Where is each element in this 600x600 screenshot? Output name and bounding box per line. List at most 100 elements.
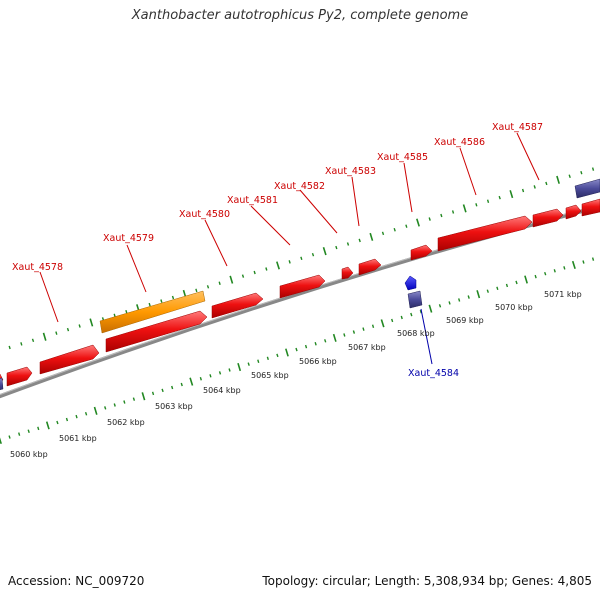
label-leader-line xyxy=(351,176,360,227)
major-tick-mark xyxy=(322,247,327,256)
minor-tick-mark xyxy=(247,362,250,366)
accession-text: Accession: NC_009720 xyxy=(8,574,145,588)
forward-gene-arrow[interactable] xyxy=(581,198,600,217)
major-tick-mark xyxy=(416,218,420,227)
minor-tick-mark xyxy=(311,252,315,257)
forward-gene-arrow[interactable] xyxy=(6,366,33,387)
major-tick-mark xyxy=(89,318,94,327)
major-tick-mark xyxy=(276,261,280,270)
rna-gene-block[interactable] xyxy=(99,290,206,334)
major-tick-mark xyxy=(556,175,560,184)
minor-tick-mark xyxy=(209,374,212,378)
major-tick-mark xyxy=(462,204,467,213)
minor-tick-mark xyxy=(84,411,88,416)
scale-label: 5060 kbp xyxy=(10,450,48,459)
forward-gene-arrow[interactable] xyxy=(279,274,326,299)
minor-tick-mark xyxy=(335,245,338,250)
minor-tick-mark xyxy=(195,288,198,293)
minor-tick-mark xyxy=(591,257,595,261)
gene-label-xaut-4586[interactable]: Xaut_4586 xyxy=(434,137,485,148)
minor-tick-mark xyxy=(125,310,128,314)
minor-tick-mark xyxy=(160,299,163,303)
label-leader-line xyxy=(516,132,540,181)
minor-tick-mark xyxy=(544,271,547,276)
minor-tick-mark xyxy=(486,199,490,203)
minor-tick-mark xyxy=(20,342,23,346)
forward-gene-arrow[interactable] xyxy=(437,215,533,252)
highlighted-gene-arrow[interactable] xyxy=(404,275,417,291)
forward-gene-arrow[interactable] xyxy=(39,344,100,375)
scale-tick-track xyxy=(0,257,595,445)
scale-label: 5070 kbp xyxy=(495,303,533,312)
major-tick-mark xyxy=(571,260,576,270)
forward-gene-arrow[interactable] xyxy=(358,258,382,276)
forward-gene-arrow[interactable] xyxy=(410,244,433,261)
minor-tick-mark xyxy=(458,298,461,302)
scale-label: 5071 kbp xyxy=(544,290,582,299)
label-leader-line xyxy=(459,147,477,196)
gene-label-xaut-4585[interactable]: Xaut_4585 xyxy=(377,152,428,163)
scale-label: 5069 kbp xyxy=(446,316,484,325)
forward-gene-arrow[interactable] xyxy=(211,292,264,319)
major-tick-mark xyxy=(476,290,481,299)
scale-label: 5066 kbp xyxy=(299,357,337,366)
forward-gene-arrow[interactable] xyxy=(565,204,582,220)
minor-tick-mark xyxy=(276,353,279,358)
minor-tick-mark xyxy=(288,260,291,264)
gene-label-xaut-4581[interactable]: Xaut_4581 xyxy=(227,195,278,206)
minor-tick-mark xyxy=(171,385,174,390)
minor-tick-mark xyxy=(419,309,422,314)
gene-label-xaut-4580[interactable]: Xaut_4580 xyxy=(179,209,230,220)
reverse-gene-block[interactable] xyxy=(407,290,423,309)
minor-tick-mark xyxy=(161,388,164,393)
gene-label-xaut-4579[interactable]: Xaut_4579 xyxy=(103,233,154,244)
minor-tick-mark xyxy=(467,295,470,299)
gene-label-xaut-4582[interactable]: Xaut_4582 xyxy=(274,181,325,192)
minor-tick-mark xyxy=(400,315,403,320)
genome-title: Xanthobacter autotrophicus Py2, complete… xyxy=(131,8,469,23)
minor-tick-mark xyxy=(448,301,451,305)
minor-tick-mark xyxy=(475,203,478,207)
minor-tick-mark xyxy=(371,324,375,328)
minor-tick-mark xyxy=(358,238,361,243)
reverse-gene-block[interactable] xyxy=(574,178,600,199)
major-tick-mark xyxy=(189,377,194,386)
minor-tick-mark xyxy=(113,313,116,318)
minor-tick-mark xyxy=(65,417,69,422)
minor-tick-mark xyxy=(218,371,222,375)
label-leader-line xyxy=(299,189,338,234)
minor-tick-mark xyxy=(486,289,489,293)
gene-label-xaut-4584[interactable]: Xaut_4584 xyxy=(408,368,459,379)
minor-tick-mark xyxy=(27,429,30,434)
minor-tick-mark xyxy=(31,338,35,343)
minor-tick-mark xyxy=(300,256,303,261)
reverse-label-leader xyxy=(420,308,433,365)
scale-label: 5062 kbp xyxy=(107,418,145,427)
major-tick-mark xyxy=(141,392,146,401)
minor-tick-mark xyxy=(591,167,595,171)
minor-tick-mark xyxy=(496,286,499,291)
forward-gene-arrow[interactable] xyxy=(105,310,208,353)
minor-tick-mark xyxy=(171,295,175,300)
minor-tick-mark xyxy=(265,267,268,271)
scale-label: 5061 kbp xyxy=(59,434,97,443)
gene-label-xaut-4578[interactable]: Xaut_4578 xyxy=(12,262,63,273)
minor-tick-mark xyxy=(582,260,585,264)
scale-label: 5064 kbp xyxy=(203,386,241,395)
minor-tick-mark xyxy=(56,420,59,425)
forward-gene-arrow[interactable] xyxy=(532,208,564,228)
forward-gene-arrow[interactable] xyxy=(341,266,354,280)
minor-tick-mark xyxy=(563,266,566,270)
minor-tick-mark xyxy=(438,304,442,308)
minor-tick-mark xyxy=(343,333,346,337)
gene-label-xaut-4587[interactable]: Xaut_4587 xyxy=(492,122,543,133)
minor-tick-mark xyxy=(148,302,151,307)
minor-tick-mark xyxy=(228,368,231,372)
gene-label-xaut-4583[interactable]: Xaut_4583 xyxy=(325,166,376,177)
major-tick-mark xyxy=(229,275,234,284)
minor-tick-mark xyxy=(515,280,518,285)
minor-tick-mark xyxy=(346,242,350,246)
reverse-gene-block[interactable] xyxy=(0,377,4,391)
